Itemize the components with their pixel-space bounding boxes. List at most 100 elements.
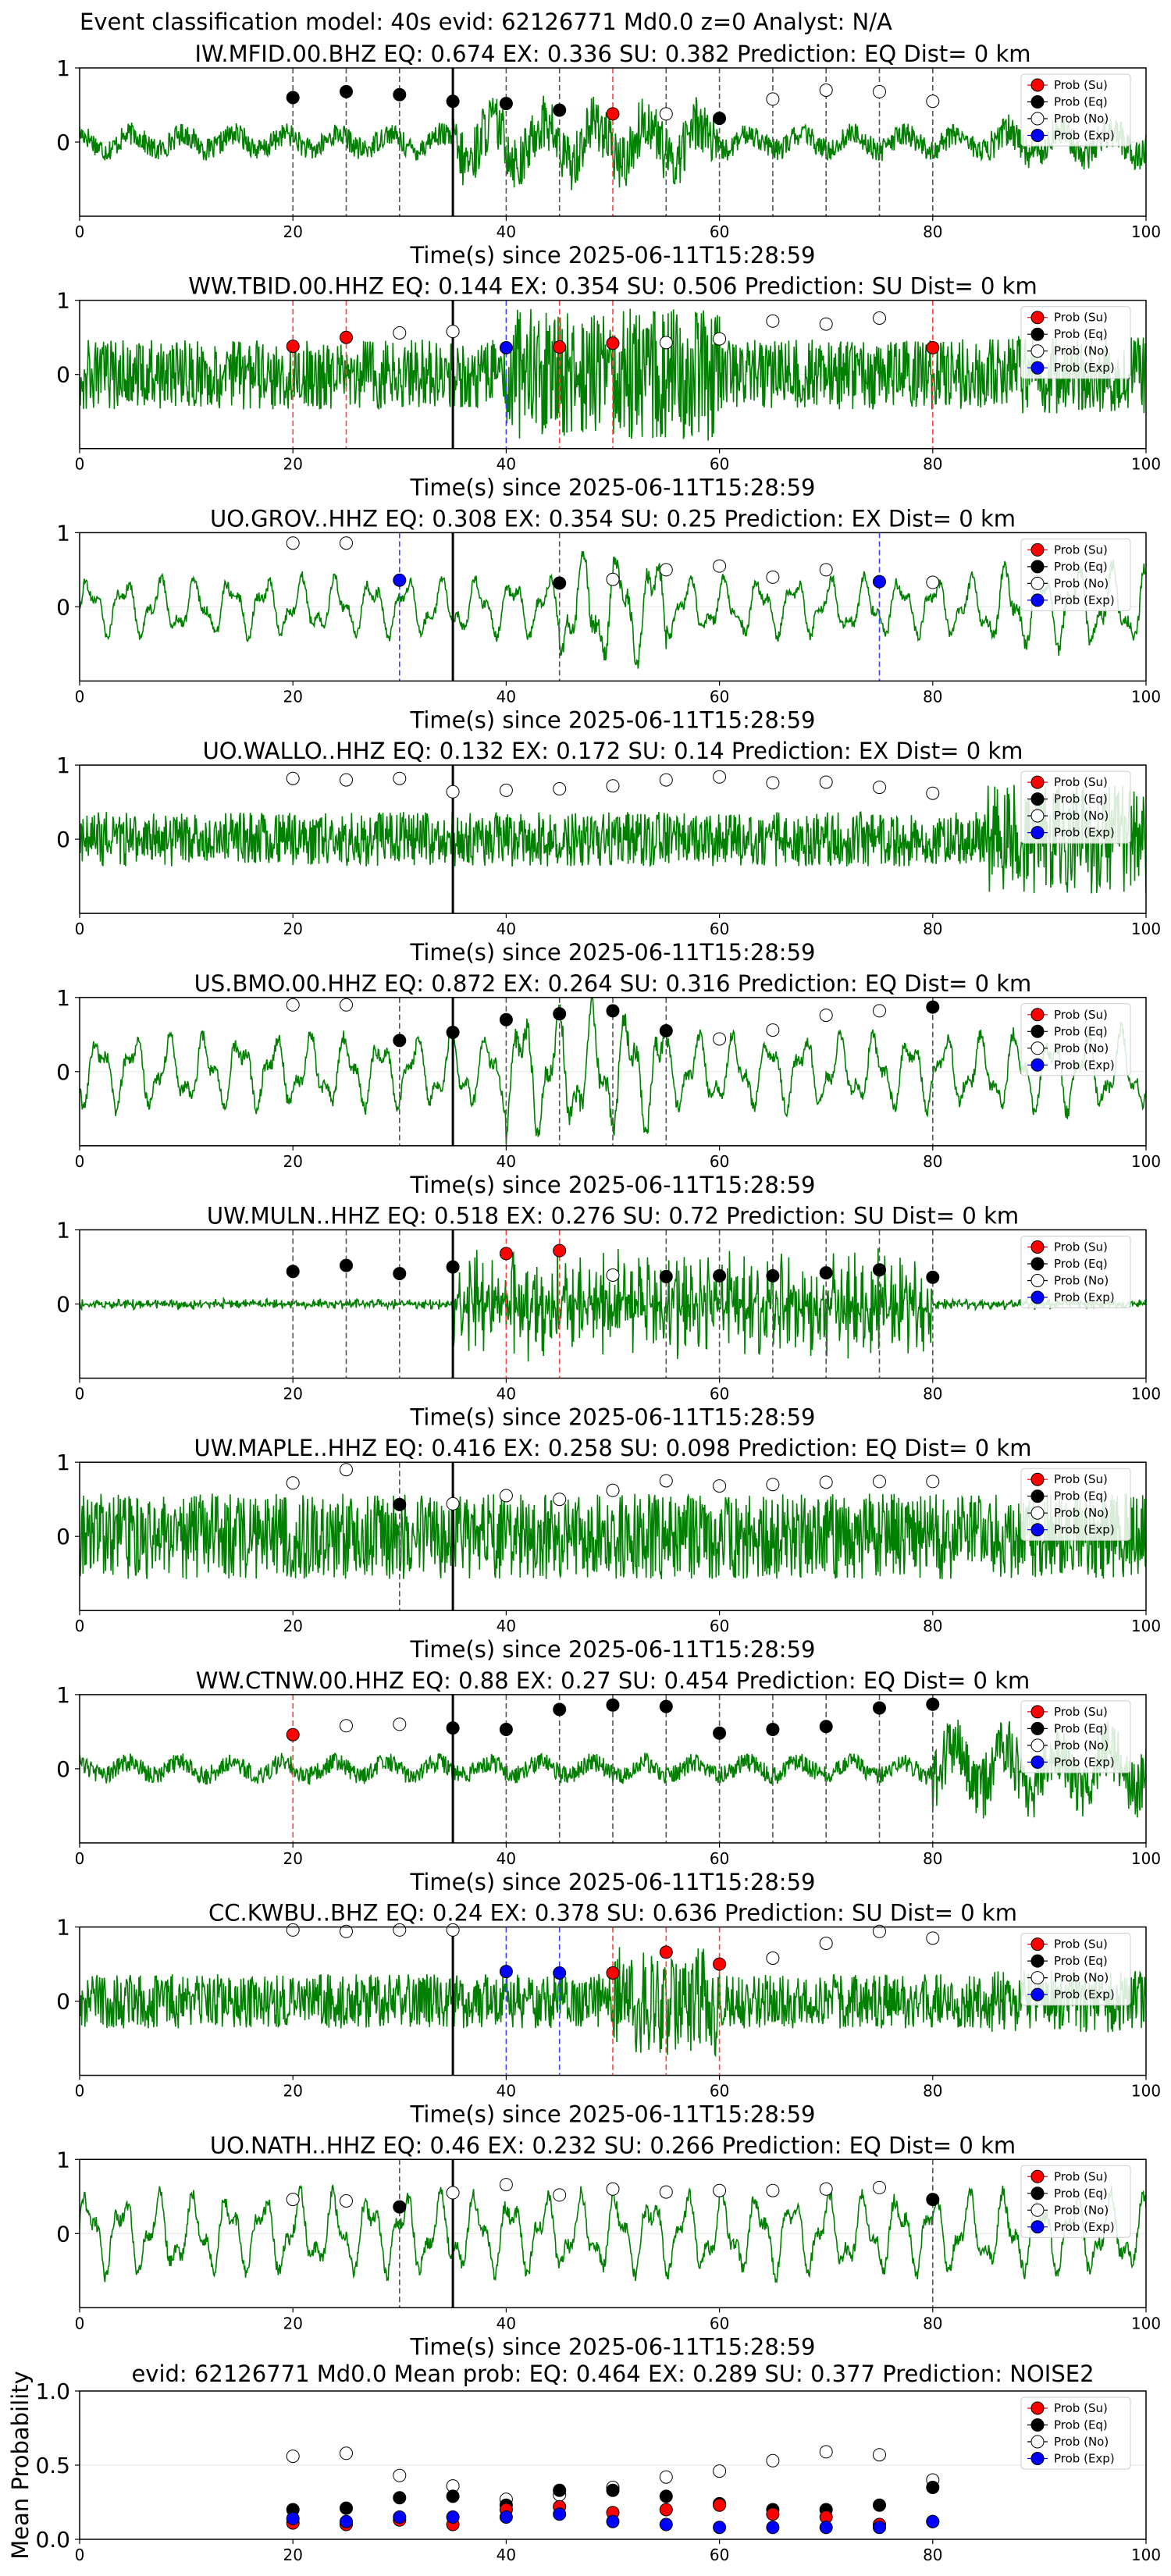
legend-frame bbox=[1020, 306, 1131, 379]
x-axis-label: Time(s) since 2025-06-11T15:28:59 bbox=[410, 1636, 816, 1663]
x-tick-label: 40 bbox=[497, 1617, 516, 1635]
legend-label-eq: Prob (Eq) bbox=[1054, 1024, 1108, 1038]
legend-marker-exp bbox=[1030, 826, 1045, 840]
x-tick-label: 60 bbox=[710, 455, 729, 474]
probability-point bbox=[340, 2194, 353, 2208]
legend-label-no: Prob (No) bbox=[1054, 1041, 1109, 1055]
station-panel: UW.MULN..HHZ EQ: 0.518 EX: 0.276 SU: 0.7… bbox=[56, 1203, 1161, 1431]
x-tick-label: 60 bbox=[710, 687, 729, 706]
y-axis-label: Mean Probability bbox=[7, 2371, 34, 2560]
probability-point bbox=[873, 1475, 886, 1489]
probability-point bbox=[393, 87, 407, 101]
legend-label-exp: Prob (Exp) bbox=[1054, 593, 1115, 607]
probability-point bbox=[926, 94, 940, 109]
legend-label-exp: Prob (Exp) bbox=[1054, 826, 1115, 840]
probability-point bbox=[393, 1267, 407, 1281]
probability-point bbox=[446, 785, 460, 799]
probability-point bbox=[553, 1703, 567, 1717]
legend-marker-eq bbox=[1030, 792, 1045, 806]
legend-label-no: Prob (No) bbox=[1054, 344, 1109, 358]
probability-point bbox=[659, 336, 673, 350]
legend-label-eq: Prob (Eq) bbox=[1054, 792, 1108, 806]
probability-point bbox=[393, 771, 407, 785]
legend-frame bbox=[1020, 2396, 1131, 2470]
probability-point bbox=[873, 1924, 886, 1938]
probability-point bbox=[819, 317, 833, 331]
probability-point bbox=[553, 1244, 567, 1258]
probability-point bbox=[446, 94, 460, 109]
x-tick-label: 100 bbox=[1131, 455, 1161, 474]
y-tick-label: 0 bbox=[56, 130, 70, 155]
probability-point bbox=[713, 1479, 727, 1493]
probability-point bbox=[659, 107, 673, 121]
probability-point bbox=[553, 103, 567, 117]
probability-point bbox=[553, 1493, 567, 1507]
probability-point bbox=[553, 340, 567, 354]
legend-marker-su bbox=[1030, 543, 1045, 557]
legend-frame bbox=[1020, 73, 1131, 147]
probability-point bbox=[819, 1937, 833, 1950]
mean-probability-point bbox=[393, 2468, 407, 2482]
legend-marker-no bbox=[1030, 1971, 1045, 1985]
x-axis-label: Time(s) since 2025-06-11T15:28:59 bbox=[410, 939, 816, 966]
x-tick-label: 80 bbox=[923, 1617, 942, 1635]
mean-probability-point bbox=[659, 2517, 673, 2532]
x-tick-label: 100 bbox=[1131, 1849, 1161, 1868]
legend: Prob (Su) Prob (Eq) Prob (No) Prob (Exp) bbox=[1020, 1236, 1131, 1308]
legend-label-su: Prob (Su) bbox=[1054, 1240, 1108, 1254]
station-panel: WW.CTNW.00.HHZ EQ: 0.88 EX: 0.27 SU: 0.4… bbox=[56, 1667, 1161, 1895]
station-panel: UO.WALLO..HHZ EQ: 0.132 EX: 0.172 SU: 0.… bbox=[56, 738, 1161, 966]
legend-label-su: Prob (Su) bbox=[1054, 78, 1108, 92]
legend-label-su: Prob (Su) bbox=[1054, 775, 1108, 789]
mean-probability-point bbox=[286, 2511, 300, 2525]
legend-marker-su bbox=[1030, 2401, 1045, 2415]
legend-label-su: Prob (Su) bbox=[1054, 311, 1108, 325]
y-tick-label: 1 bbox=[56, 985, 70, 1011]
mean-probability-point bbox=[446, 2489, 460, 2503]
x-tick-label: 100 bbox=[1131, 1617, 1161, 1635]
probability-point bbox=[926, 1931, 940, 1945]
probability-point bbox=[393, 1717, 407, 1731]
probability-point bbox=[286, 2193, 300, 2207]
mean-probability-point bbox=[873, 2521, 886, 2535]
y-tick-label: 0 bbox=[56, 1059, 70, 1085]
legend-label-no: Prob (No) bbox=[1054, 576, 1109, 590]
legend-frame bbox=[1020, 1700, 1131, 1774]
legend: Prob (Su) Prob (Eq) Prob (No) Prob (Exp) bbox=[1020, 770, 1131, 844]
waveform-trace bbox=[80, 551, 1146, 669]
probability-point bbox=[926, 1475, 940, 1489]
probability-point bbox=[606, 107, 620, 121]
probability-point bbox=[499, 1489, 513, 1503]
probability-point bbox=[819, 1009, 833, 1023]
legend-marker-su bbox=[1030, 311, 1045, 325]
legend-marker-su bbox=[1030, 78, 1045, 92]
x-tick-label: 40 bbox=[497, 222, 516, 241]
x-axis-label: Time(s) since 2025-06-11T15:28:59 bbox=[410, 242, 816, 269]
legend-marker-no bbox=[1030, 1506, 1045, 1520]
x-tick-label: 100 bbox=[1131, 2082, 1161, 2101]
legend-label-su: Prob (Su) bbox=[1054, 2169, 1108, 2183]
probability-point bbox=[446, 325, 460, 339]
legend-frame bbox=[1020, 770, 1131, 844]
probability-point bbox=[606, 572, 620, 586]
probability-point bbox=[393, 1923, 407, 1937]
legend-marker-exp bbox=[1030, 1755, 1045, 1769]
probability-point bbox=[766, 1023, 780, 1037]
legend-marker-no bbox=[1030, 112, 1045, 126]
probability-point bbox=[659, 773, 673, 787]
probability-point bbox=[713, 559, 727, 573]
y-tick-label: 1 bbox=[56, 1218, 70, 1244]
legend-marker-eq bbox=[1030, 1024, 1045, 1038]
x-tick-label: 0 bbox=[75, 2546, 85, 2564]
legend-marker-eq bbox=[1030, 95, 1045, 109]
x-tick-label: 40 bbox=[497, 2314, 516, 2332]
panel-title: UO.NATH..HHZ EQ: 0.46 EX: 0.232 SU: 0.26… bbox=[210, 2132, 1016, 2158]
probability-point bbox=[606, 779, 620, 793]
probability-point bbox=[553, 1966, 567, 1980]
probability-point bbox=[340, 536, 353, 550]
probability-point bbox=[873, 1263, 886, 1277]
probability-point bbox=[286, 91, 300, 105]
probability-point bbox=[926, 786, 940, 800]
legend-label-exp: Prob (Exp) bbox=[1054, 1523, 1115, 1537]
probability-point bbox=[606, 336, 620, 350]
